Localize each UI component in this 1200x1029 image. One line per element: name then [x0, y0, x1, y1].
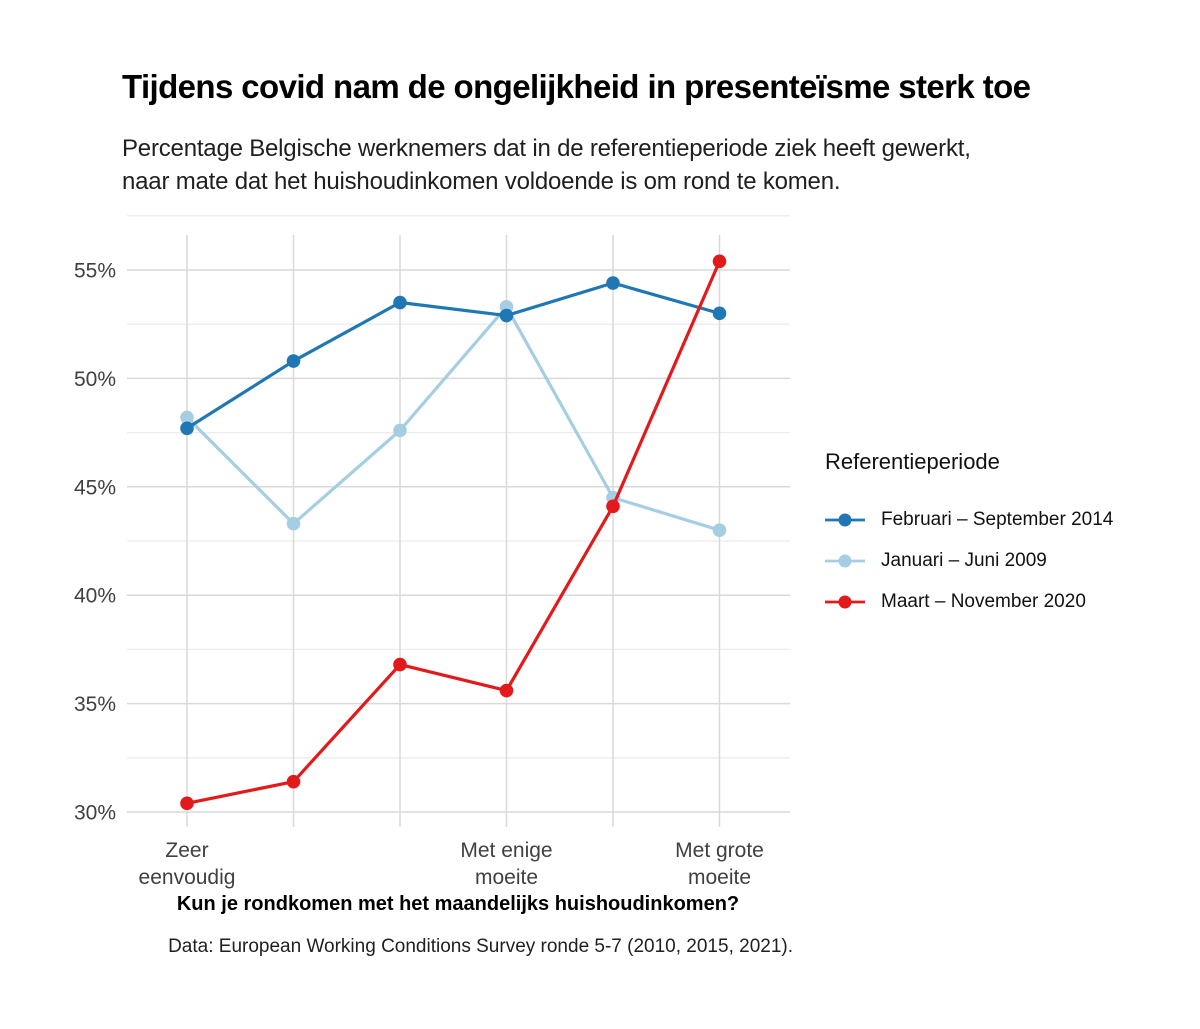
data-point	[180, 421, 194, 436]
data-point	[286, 774, 301, 789]
data-point	[606, 499, 620, 514]
data-point	[393, 295, 407, 310]
chart-caption: Data: European Working Conditions Survey…	[168, 936, 793, 957]
series-2	[180, 254, 727, 811]
legend-item: Januari – Juni 2009	[825, 540, 1155, 581]
data-point	[712, 523, 727, 537]
legend: Referentieperiode Februari – September 2…	[825, 449, 1155, 622]
data-point	[712, 306, 727, 321]
data-point	[393, 423, 407, 438]
y-axis-tick-label: 30%	[74, 802, 116, 825]
legend-marker-icon	[825, 595, 865, 608]
y-axis-tick-label: 45%	[74, 476, 116, 499]
series-0	[180, 276, 727, 436]
legend-marker-icon	[825, 513, 865, 526]
legend-label: Februari – September 2014	[881, 508, 1114, 530]
x-axis-title: Kun je rondkomen met het maandelijks hui…	[177, 893, 739, 915]
x-axis-tick-label: Met grote moeite	[675, 839, 764, 889]
data-point	[286, 516, 301, 531]
chart-subtitle-line-2: naar mate dat het huishoudinkomen voldoe…	[122, 168, 841, 195]
series-1	[180, 300, 727, 537]
chart-title: Tijdens covid nam de ongelijkheid in pre…	[122, 68, 1031, 105]
x-axis-tick-label: Zeer eenvoudig	[139, 839, 236, 889]
data-point	[180, 796, 194, 811]
data-point	[712, 254, 727, 269]
data-point	[286, 354, 301, 368]
chart-subtitle-line-1: Percentage Belgische werknemers dat in d…	[122, 135, 971, 162]
x-axis-tick-label: Met enige moeite	[460, 839, 552, 889]
legend-items: Februari – September 2014 Januari – Juni …	[825, 499, 1155, 622]
data-point	[180, 410, 194, 425]
y-axis-tick-label: 50%	[74, 368, 116, 391]
data-point	[499, 308, 514, 323]
legend-title: Referentieperiode	[825, 449, 1000, 474]
legend-item: Maart – November 2020	[825, 581, 1155, 622]
legend-label: Januari – Juni 2009	[881, 549, 1047, 571]
grid-layer	[127, 215, 790, 827]
data-point	[393, 657, 407, 672]
series-line	[185, 305, 722, 532]
data-point	[606, 276, 620, 290]
y-axis-tick-label: 55%	[74, 260, 116, 283]
axis-layer: 30% 35% 40% 45% 50% 55% Zeer eenvoudig Met enige…	[74, 260, 764, 890]
legend-marker-icon	[825, 554, 865, 567]
y-axis-tick-label: 35%	[74, 693, 116, 716]
data-point	[499, 683, 514, 698]
legend-label: Maart – November 2020	[881, 590, 1086, 612]
chart-subtitle: Percentage Belgische werknemers dat in d…	[122, 132, 971, 198]
legend-item: Februari – September 2014	[825, 499, 1155, 540]
series-line	[185, 259, 722, 805]
y-axis-tick-label: 40%	[74, 585, 116, 608]
series-line	[185, 281, 722, 430]
series-layer	[180, 254, 727, 811]
